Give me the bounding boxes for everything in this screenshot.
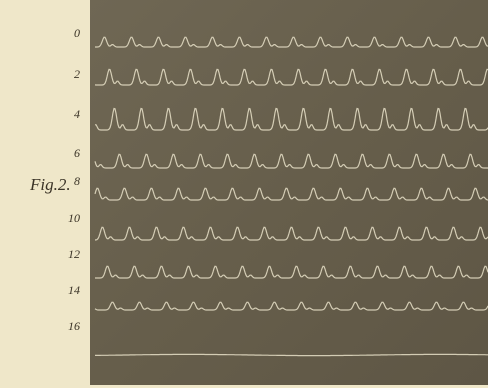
trace-label: 6 xyxy=(74,146,80,160)
trace-label: 16 xyxy=(68,319,80,333)
trace-label: 4 xyxy=(74,107,80,121)
figure-label: Fig.2. xyxy=(29,175,71,194)
trace-label: 8 xyxy=(74,174,80,188)
figure-plate: Fig.2. 0 2 4 6 8 10 12 14 16 xyxy=(0,0,488,388)
trace-label: 10 xyxy=(68,211,80,225)
trace-label: 14 xyxy=(68,283,80,297)
trace-label: 12 xyxy=(68,247,80,261)
trace-label: 0 xyxy=(74,26,80,40)
trace-label: 2 xyxy=(74,67,80,81)
page: Fig.2. 0 2 4 6 8 10 12 14 16 xyxy=(0,0,488,388)
